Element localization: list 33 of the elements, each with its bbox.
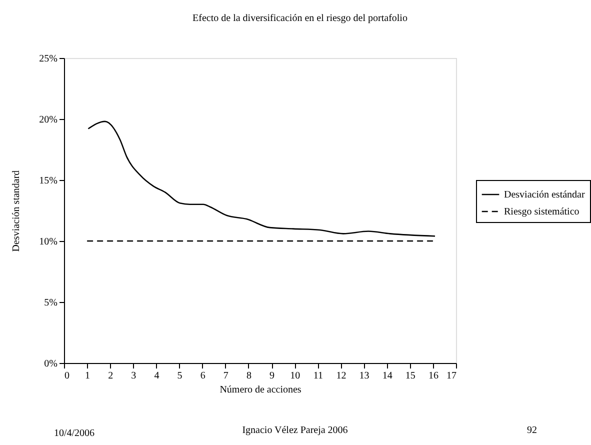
- x-tick-label: 17: [446, 370, 456, 382]
- text: 92: [527, 425, 537, 436]
- x-tick-label: 16: [428, 370, 438, 382]
- text: 10/4/2006: [54, 428, 95, 439]
- y-tick-label: 10%: [39, 236, 58, 248]
- x-tick-label: 9: [270, 370, 275, 382]
- y-tick-label: 15%: [39, 176, 58, 186]
- legend-label: Desviación estándar: [504, 190, 586, 200]
- x-tick-label: 1: [85, 370, 90, 382]
- x-tick-label: 11: [313, 370, 323, 382]
- y-tick-label: 5%: [44, 298, 58, 308]
- x-tick-label: 6: [200, 370, 206, 382]
- x-tick-label: 8: [246, 370, 252, 382]
- line-series: [88, 120, 436, 237]
- x-tick-label: 13: [359, 370, 370, 382]
- x-tick-label: 12: [336, 370, 346, 382]
- y-tick-label: 25%: [39, 54, 58, 64]
- x-tick-label: 7: [223, 370, 228, 382]
- text: Ignacio Vélez Pareja 2006: [242, 425, 348, 436]
- x-tick-label: 5: [177, 370, 182, 382]
- x-tick-label: 15: [405, 370, 416, 382]
- x-tick-label: 0: [64, 370, 70, 382]
- y-axis-title: Desviación standard: [11, 170, 22, 252]
- x-tick-label: 10: [290, 370, 300, 382]
- y-tick-label: 20%: [39, 114, 58, 126]
- x-axis-title: Número de acciones: [220, 384, 302, 396]
- x-tick-label: 3: [131, 370, 136, 382]
- legend-label: Riesgo sistemático: [504, 206, 580, 218]
- x-tick-label: 14: [382, 370, 392, 382]
- x-tick-label: 4: [154, 370, 160, 382]
- x-tick-label: 2: [108, 370, 114, 382]
- chart-title: Efecto de la diversificación en el riesgo del portafolio: [192, 13, 408, 24]
- y-tick-label: 0%: [44, 358, 58, 370]
